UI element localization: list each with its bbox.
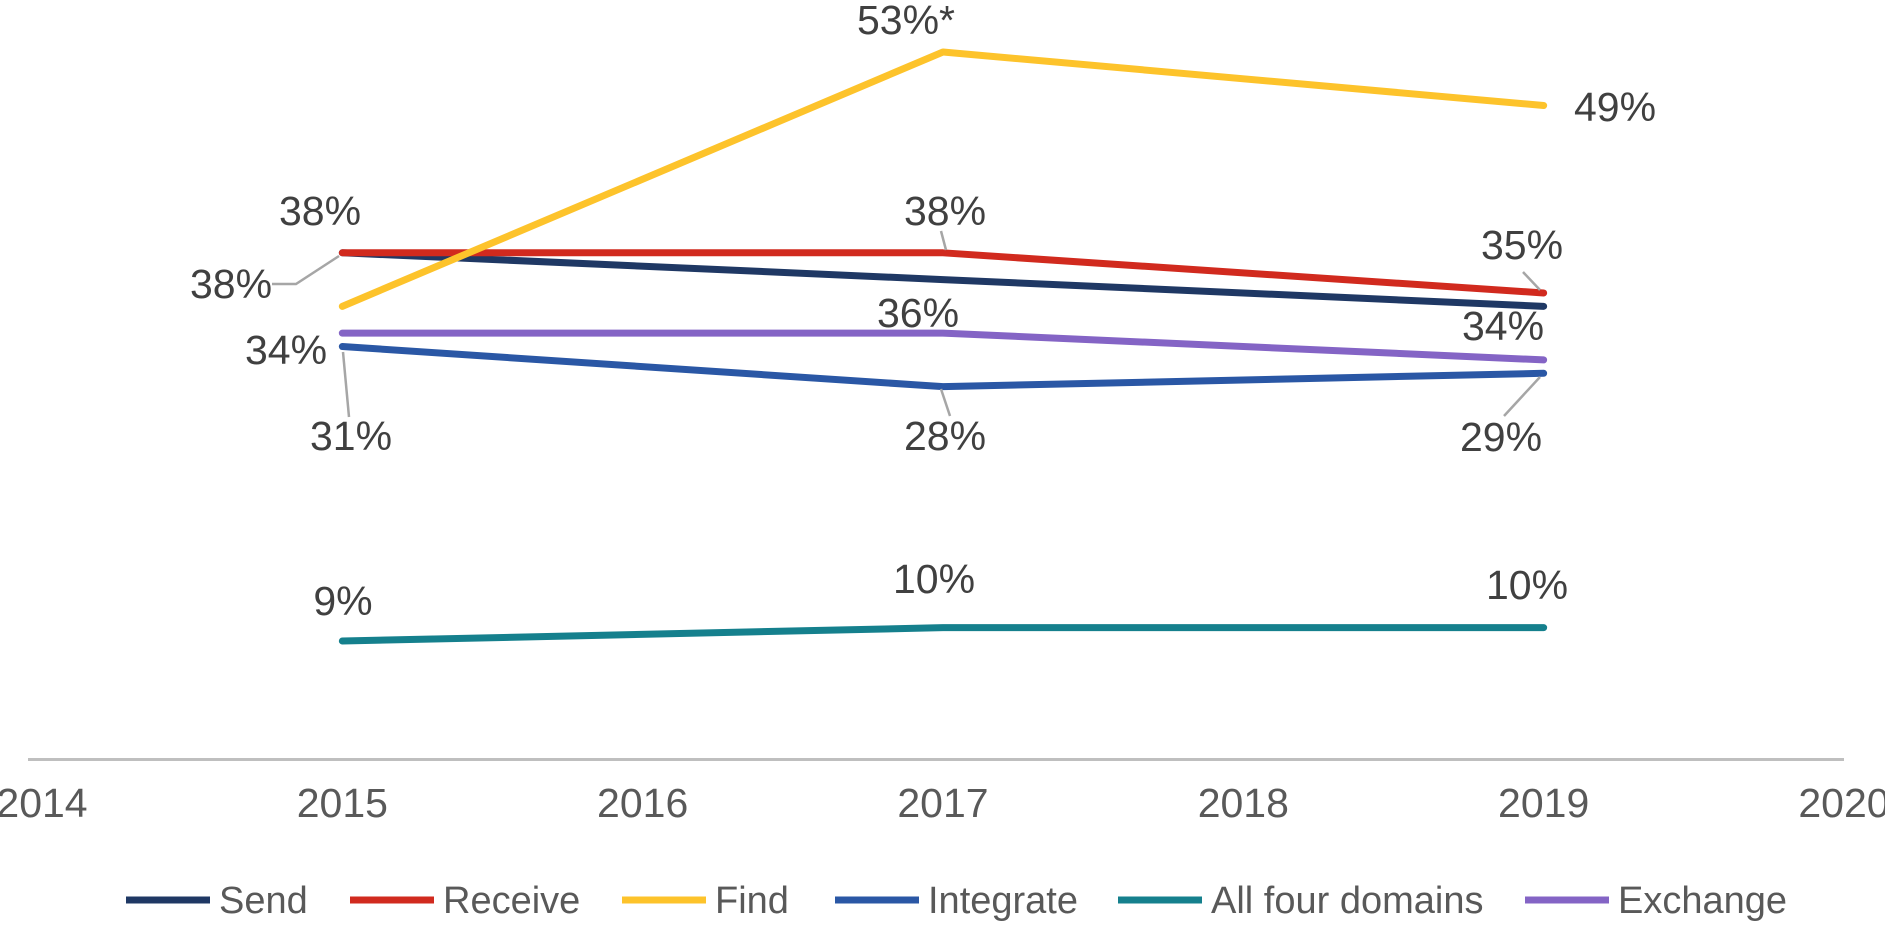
legend-label-receive: Receive <box>443 880 580 922</box>
legend-label-all-four-domains: All four domains <box>1211 880 1483 922</box>
x-axis-label-2016: 2016 <box>597 780 688 826</box>
x-axis-label-2018: 2018 <box>1198 780 1289 826</box>
series-line-find <box>338 48 1548 310</box>
series-line-integrate <box>338 343 1548 391</box>
data-label-integrate-2019: 29% <box>1460 414 1542 460</box>
leader-line-integrate-2015 <box>341 351 351 418</box>
leader-line-receive-2019 <box>1522 271 1541 291</box>
series-lines <box>338 48 1548 645</box>
legend-label-integrate: Integrate <box>928 880 1078 922</box>
leader-line-integrate-2019 <box>1503 376 1541 417</box>
data-label-receive-2017: 38% <box>904 188 986 234</box>
legend: Send Receive Find Integrate All four domains… <box>126 880 1787 922</box>
data-label-all-four-domains-2017: 10% <box>893 556 975 602</box>
data-label-find-2019: 49% <box>1574 84 1656 130</box>
data-label-all-four-domains-2015: 9% <box>313 578 372 624</box>
legend-item-receive: Receive <box>350 880 580 922</box>
leader-line-send-2015 <box>272 254 340 286</box>
x-axis-label-2015: 2015 <box>297 780 388 826</box>
data-labels: 38%36% 34%38% 38%35%34%53%*49%31% 28% 29%9% 1… <box>190 0 1656 624</box>
data-label-receive-2019: 35% <box>1481 222 1563 268</box>
data-label-send-2017: 36% <box>877 290 959 336</box>
data-label-integrate-2017: 28% <box>904 413 986 459</box>
x-axis: 2014 2015 2016 2017 2018 2019 2020 <box>0 758 1885 826</box>
legend-item-integrate: Integrate <box>835 880 1078 922</box>
data-label-all-four-domains-2019: 10% <box>1486 562 1568 608</box>
label-leader-lines <box>272 230 1541 418</box>
x-axis-label-2020: 2020 <box>1798 780 1885 826</box>
series-line-send <box>338 249 1548 310</box>
legend-item-send: Send <box>126 880 308 922</box>
leader-line-integrate-2017 <box>939 388 952 417</box>
series-line-exchange <box>338 329 1548 364</box>
x-axis-label-2019: 2019 <box>1498 780 1589 826</box>
data-label-integrate-2015: 31% <box>310 413 392 459</box>
data-label-send-2015: 38% <box>190 261 272 307</box>
data-label-send-2019: 34% <box>1462 303 1544 349</box>
legend-item-all-four-domains: All four domains <box>1118 880 1483 922</box>
series-line-all-four-domains <box>338 624 1548 645</box>
x-axis-label-2017: 2017 <box>897 780 988 826</box>
data-label-find-2017: 53%* <box>857 0 955 43</box>
leader-line-receive-2017 <box>939 230 948 251</box>
legend-label-exchange: Exchange <box>1618 880 1787 922</box>
legend-item-find: Find <box>622 880 789 922</box>
series-line-receive <box>338 249 1548 297</box>
data-label-receive-2015: 38% <box>279 188 361 234</box>
legend-label-find: Find <box>715 880 789 922</box>
x-axis-label-2014: 2014 <box>0 780 88 826</box>
legend-item-exchange: Exchange <box>1525 880 1787 922</box>
data-label-find-2015: 34% <box>245 327 327 373</box>
legend-label-send: Send <box>219 880 308 922</box>
